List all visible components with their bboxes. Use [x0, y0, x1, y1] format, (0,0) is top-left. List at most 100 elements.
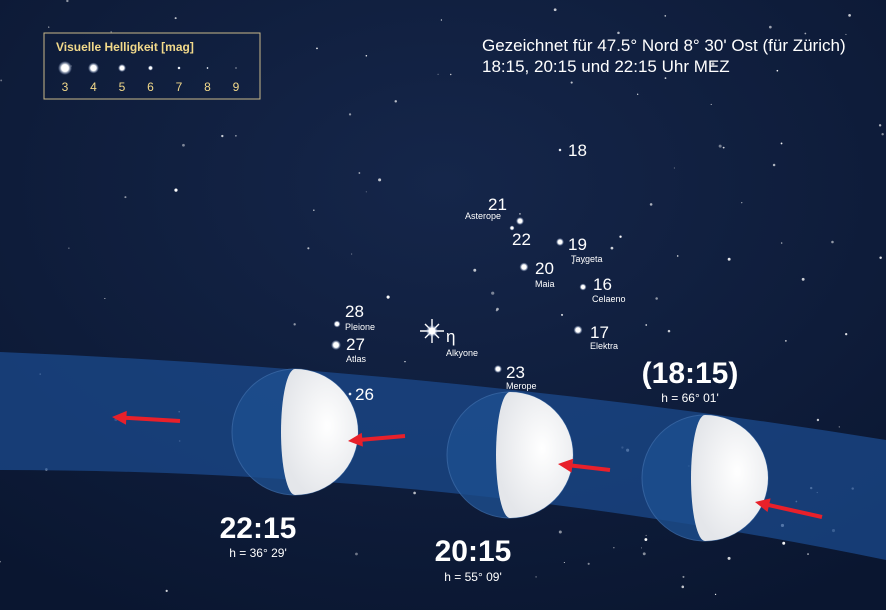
faint-star: [838, 426, 841, 428]
motion-arrow: [355, 434, 406, 443]
star-name: Celaeno: [592, 294, 626, 304]
star-name: Elektra: [590, 341, 618, 351]
faint-star: [831, 240, 834, 244]
faint-star: [727, 556, 731, 560]
faint-star: [741, 202, 743, 204]
star: [573, 325, 583, 335]
faint-star: [570, 81, 573, 84]
star: [494, 365, 502, 373]
faint-star: [535, 576, 537, 578]
legend-label: 5: [119, 80, 126, 94]
star-name: Merope: [506, 381, 537, 391]
legend-label: 9: [233, 80, 240, 94]
star: [348, 392, 352, 396]
faint-star: [848, 14, 851, 17]
faint-star: [348, 113, 352, 116]
faint-star: [816, 418, 820, 422]
faint-star: [664, 77, 667, 79]
moons: [112, 368, 823, 542]
moon-altitude: h = 55° 09': [444, 570, 501, 584]
faint-star: [845, 33, 847, 36]
faint-star: [613, 546, 615, 549]
star-number: 23: [506, 363, 525, 382]
star: [579, 283, 587, 291]
faint-star: [667, 329, 671, 333]
star-number: 18: [568, 141, 587, 160]
faint-star: [776, 69, 779, 72]
faint-star: [710, 103, 712, 105]
faint-star: [68, 247, 70, 249]
legend: Visuelle Helligkeit [mag] 3 4 5 6 7 8 9: [43, 32, 261, 100]
star: [558, 148, 562, 152]
faint-star: [0, 79, 3, 82]
header-line: Gezeichnet für 47.5° Nord 8° 30' Ost (fü…: [482, 36, 846, 55]
faint-star: [560, 313, 564, 316]
faint-star: [768, 25, 772, 29]
legend-label: 3: [62, 80, 69, 94]
star-number: 28: [345, 302, 364, 321]
star-name: Pleione: [345, 322, 375, 332]
motion-arrow: [119, 415, 181, 423]
faint-star: [355, 552, 358, 556]
faint-star: [617, 31, 620, 35]
faint-star: [558, 530, 562, 534]
faint-star: [182, 143, 185, 147]
star: [556, 238, 564, 246]
faint-star: [365, 54, 368, 57]
faint-star: [637, 93, 639, 95]
faint-star: [66, 0, 69, 3]
faint-star: [619, 235, 622, 238]
motion-arrowhead: [558, 458, 574, 473]
legend-symbol: [206, 66, 209, 70]
faint-star: [553, 8, 557, 12]
legend-label: 8: [204, 80, 211, 94]
legend-title: Visuelle Helligkeit [mag]: [56, 40, 194, 54]
faint-star: [801, 277, 805, 281]
faint-star: [804, 32, 807, 35]
motion-arrowhead: [348, 432, 363, 447]
faint-star: [642, 552, 646, 556]
faint-star: [221, 134, 224, 138]
faint-star: [365, 191, 367, 193]
faint-star: [682, 575, 685, 578]
star-number: 17: [590, 323, 609, 342]
faint-star: [0, 560, 1, 563]
star-number: 22: [512, 230, 531, 249]
faint-star: [711, 62, 715, 66]
faint-star: [673, 167, 675, 169]
faint-star: [644, 538, 648, 541]
legend-label: 7: [176, 80, 183, 94]
faint-star: [473, 268, 477, 272]
faint-star: [714, 593, 717, 596]
legend-symbol: [58, 61, 72, 75]
faint-star: [124, 196, 127, 199]
star-number: 27: [346, 335, 365, 354]
star-name: Taygeta: [571, 254, 603, 264]
legend-symbol: [147, 65, 154, 71]
legend-label: 4: [90, 80, 97, 94]
moon-time: 20:15: [435, 535, 512, 568]
faint-star: [110, 31, 112, 33]
motion-arrowhead: [755, 498, 771, 512]
star-number: 20: [535, 259, 554, 278]
moon-time: (18:15): [642, 357, 739, 390]
faint-star: [404, 361, 406, 363]
star-number: 26: [355, 385, 374, 404]
faint-star: [664, 15, 667, 17]
faint-star: [316, 47, 318, 50]
star-number: 19: [568, 235, 587, 254]
star: [519, 262, 529, 272]
faint-star: [772, 163, 776, 167]
star-number: 21: [488, 195, 507, 214]
faint-star: [496, 307, 499, 311]
faint-star: [845, 333, 848, 336]
star: [333, 320, 341, 328]
faint-star: [104, 297, 106, 299]
faint-star: [491, 291, 495, 295]
moon-lit: [691, 415, 768, 541]
star-name: Atlas: [346, 354, 367, 364]
motion-arrow: [762, 501, 823, 519]
faint-star: [676, 255, 679, 257]
faint-star: [437, 73, 439, 75]
legend-entries: 3 4 5 6 7 8 9: [58, 61, 240, 94]
